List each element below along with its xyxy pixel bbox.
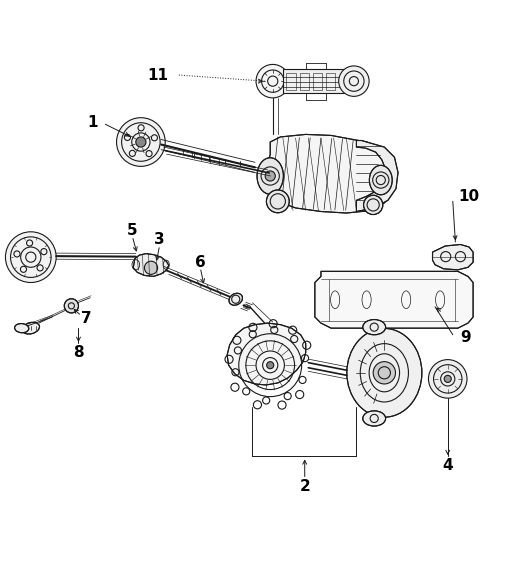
- Circle shape: [6, 232, 56, 283]
- Circle shape: [256, 64, 289, 98]
- Ellipse shape: [259, 161, 278, 189]
- Ellipse shape: [15, 324, 29, 333]
- Circle shape: [144, 261, 157, 274]
- Circle shape: [373, 361, 394, 384]
- Text: 2: 2: [299, 480, 309, 494]
- Text: 1: 1: [87, 115, 98, 130]
- Ellipse shape: [346, 328, 421, 417]
- Text: 5: 5: [127, 224, 137, 238]
- Ellipse shape: [257, 158, 283, 194]
- Polygon shape: [432, 244, 472, 270]
- Polygon shape: [314, 271, 472, 328]
- Ellipse shape: [362, 411, 385, 426]
- Bar: [312, 73, 321, 90]
- Text: 6: 6: [194, 254, 205, 270]
- Bar: [299, 73, 308, 90]
- Circle shape: [116, 118, 165, 166]
- Bar: [282, 69, 343, 93]
- Polygon shape: [356, 141, 397, 212]
- Bar: [325, 73, 334, 90]
- Circle shape: [428, 360, 466, 398]
- Circle shape: [338, 66, 369, 96]
- Circle shape: [266, 361, 273, 369]
- Polygon shape: [227, 323, 305, 385]
- Text: 11: 11: [148, 68, 168, 83]
- Text: 9: 9: [460, 330, 470, 345]
- Ellipse shape: [362, 320, 385, 335]
- Circle shape: [443, 376, 450, 382]
- Text: 8: 8: [73, 345, 83, 360]
- Ellipse shape: [266, 190, 289, 213]
- Ellipse shape: [229, 293, 242, 305]
- Text: 3: 3: [154, 233, 164, 247]
- Text: 7: 7: [81, 311, 92, 325]
- Polygon shape: [264, 135, 394, 213]
- Circle shape: [64, 299, 78, 313]
- Circle shape: [135, 137, 146, 147]
- Ellipse shape: [369, 166, 391, 195]
- Ellipse shape: [363, 195, 382, 215]
- Text: 4: 4: [442, 458, 452, 472]
- Circle shape: [265, 171, 275, 181]
- Bar: [286, 73, 295, 90]
- Ellipse shape: [22, 322, 39, 334]
- Polygon shape: [133, 253, 168, 276]
- Text: 10: 10: [457, 189, 478, 204]
